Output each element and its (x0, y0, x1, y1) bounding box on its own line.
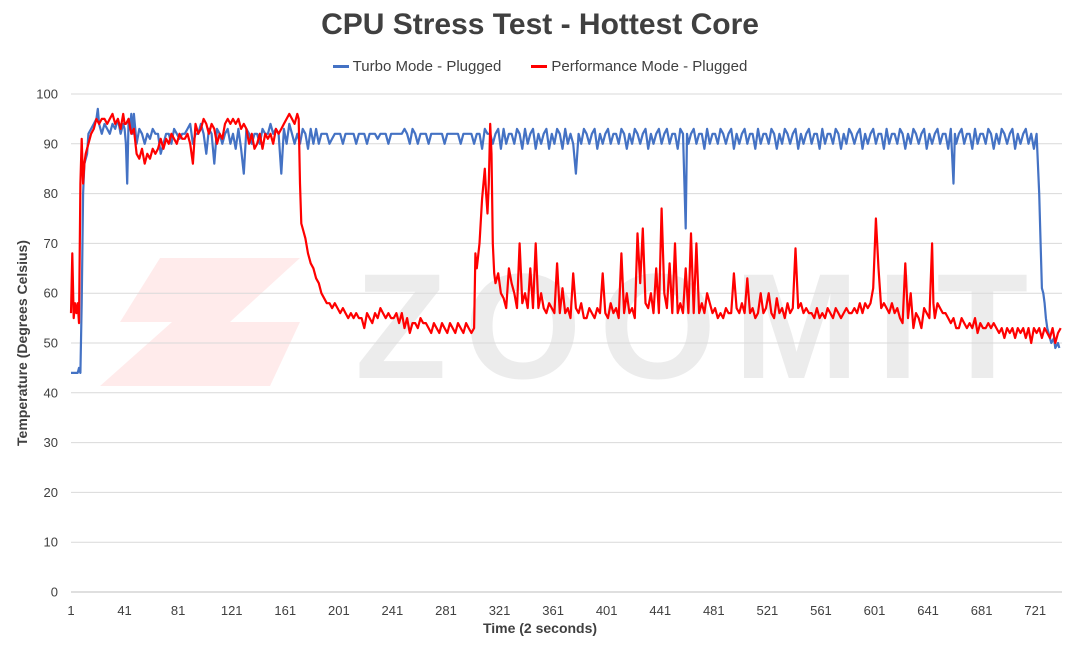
y-tick-label: 40 (44, 385, 58, 400)
series-lines (69, 107, 1062, 374)
x-tick-label: 361 (542, 603, 564, 618)
x-tick-label: 601 (864, 603, 886, 618)
y-tick-label: 70 (44, 236, 58, 251)
x-tick-label: 321 (489, 603, 511, 618)
legend-label-performance: Performance Mode - Plugged (551, 58, 748, 75)
legend-swatch-turbo (332, 65, 349, 68)
legend-swatch-performance (531, 65, 548, 68)
chart-legend: Turbo Mode - Plugged Performance Mode - … (0, 58, 1080, 75)
x-axis-label: Time (2 seconds) (482, 620, 598, 636)
y-tick-label: 60 (44, 286, 58, 301)
x-tick-label: 121 (221, 603, 243, 618)
y-tick-label: 100 (36, 87, 58, 102)
y-tick-label: 30 (44, 435, 58, 450)
legend-label-turbo: Turbo Mode - Plugged (352, 58, 502, 75)
y-tick-label: 0 (51, 585, 58, 600)
x-tick-label: 41 (117, 603, 131, 618)
gridlines (71, 93, 1062, 593)
x-tick-label: 241 (382, 603, 404, 618)
x-tick-label: 81 (171, 603, 185, 618)
x-tick-label: 721 (1024, 603, 1046, 618)
x-tick-label: 201 (328, 603, 350, 618)
x-tick-label: 481 (703, 603, 725, 618)
chart-title: CPU Stress Test - Hottest Core (321, 8, 759, 41)
y-axis-ticks: 0 10 20 30 40 50 60 70 80 90 100 (36, 87, 58, 600)
y-axis-label: Temperature (Degrees Celsius) (14, 240, 30, 446)
x-tick-label: 521 (757, 603, 779, 618)
x-tick-label: 161 (274, 603, 296, 618)
y-tick-label: 10 (44, 535, 58, 550)
x-tick-label: 561 (810, 603, 832, 618)
x-tick-label: 281 (435, 603, 457, 618)
x-tick-label: 641 (917, 603, 939, 618)
x-tick-label: 1 (67, 603, 74, 618)
legend-item-performance: Performance Mode - Plugged (531, 58, 747, 75)
y-tick-label: 90 (44, 136, 58, 151)
x-tick-label: 441 (649, 603, 671, 618)
y-tick-label: 20 (44, 485, 58, 500)
watermark-logo-mark (100, 258, 300, 386)
legend-item-turbo: Turbo Mode - Plugged (332, 58, 502, 75)
y-tick-label: 80 (44, 186, 58, 201)
x-tick-label: 401 (596, 603, 618, 618)
series-line-turbo (71, 107, 1061, 374)
series-line-performance (69, 112, 1062, 345)
x-tick-label: 681 (971, 603, 993, 618)
y-tick-label: 50 (44, 336, 58, 351)
x-axis-ticks: 1 41 81 121 161 201 241 281 321 361 401 441 481 521 56… (67, 603, 1046, 618)
